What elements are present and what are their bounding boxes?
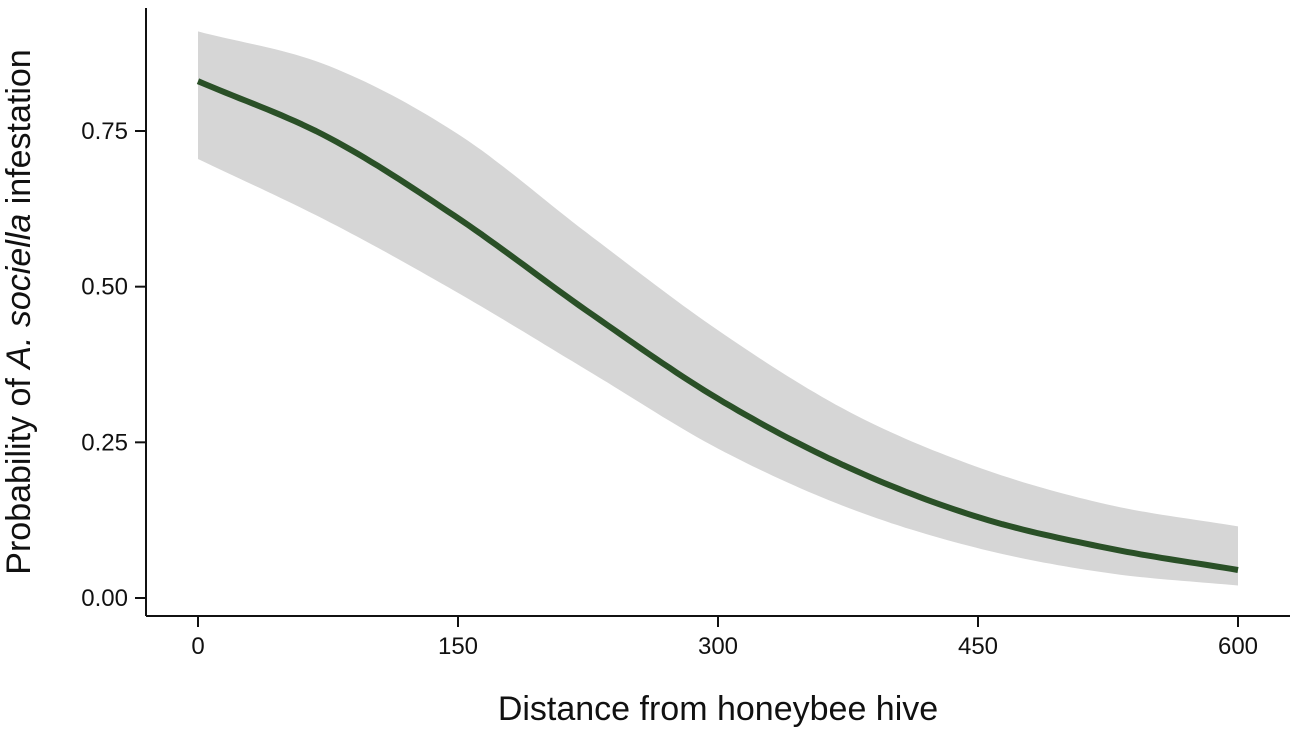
y-axis-title-part: Probability of <box>0 369 38 575</box>
y-axis: 0.00 0.25 0.50 0.75 <box>81 8 147 616</box>
x-tick-label: 0 <box>191 633 204 660</box>
fitted-line <box>196 78 1239 573</box>
data-point <box>1235 567 1241 573</box>
y-tick-label: 0.75 <box>81 118 128 145</box>
data-point <box>195 78 201 84</box>
y-tick-label: 0.25 <box>81 429 128 456</box>
y-axis-title-part: infestation <box>0 49 38 213</box>
x-tick-label: 300 <box>698 633 738 660</box>
data-point <box>1105 545 1111 551</box>
x-tick-label: 150 <box>438 633 478 660</box>
x-tick-label: 600 <box>1218 633 1258 660</box>
y-tick-label: 0.00 <box>81 585 128 612</box>
data-point <box>975 514 981 520</box>
y-axis-title: Probability of A. sociella infestation <box>0 49 38 574</box>
x-axis: 0 150 300 450 600 <box>146 615 1290 660</box>
data-point <box>845 464 851 470</box>
plot-area <box>195 31 1241 586</box>
data-point <box>585 309 591 315</box>
data-point <box>325 134 331 140</box>
y-axis-title-species: A. sociella <box>0 214 38 371</box>
confidence-band <box>198 31 1238 586</box>
data-point <box>455 215 461 221</box>
data-point <box>715 396 721 402</box>
y-tick-label: 0.50 <box>81 274 128 301</box>
x-axis-title: Distance from honeybee hive <box>498 690 938 728</box>
x-tick-label: 450 <box>958 633 998 660</box>
